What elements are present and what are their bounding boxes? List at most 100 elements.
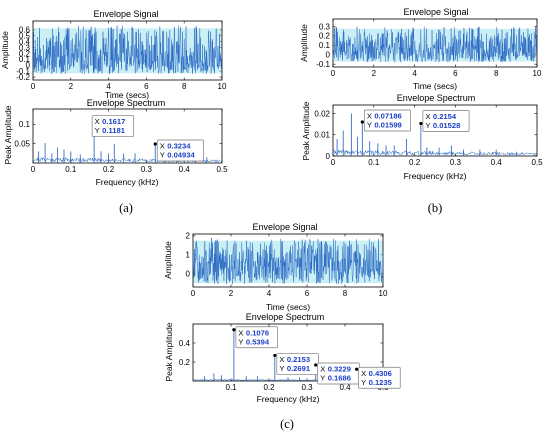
data-tip-x-key: X [238,328,243,337]
y-tick-label: 0.3 [19,43,31,52]
panel-a-envelope-spectrum: Envelope Spectrum 0 0.1 0.2 0.3 0.4 0.5 0.05 0.… [3,98,228,187]
x-tick-label: 0.2 [263,383,275,392]
x-axis-label: Frequency (kHz) [404,171,467,181]
x-tick-label: 0 [331,158,336,167]
y-axis-label: Peak Amplitude [3,105,13,164]
data-tip-box [91,115,135,137]
panel-b-envelope-spectrum: Envelope Spectrum 0 0.1 0.2 0.3 0.4 0.5 0 0.01 0… [301,93,543,181]
y-tick-label: 0.02 [314,109,330,118]
x-tick-label: 4 [267,289,272,298]
data-tip-marker [273,353,277,358]
data-tip-x-key: X [425,112,430,121]
data-tip-x-key: X [367,112,372,121]
data-tip-y-value: 0.1686 [328,373,351,382]
x-tick-label: 6 [305,289,310,298]
panel-b-envelope-signal: Envelope Signal 0 2 4 6 8 10-0.100.10.20.3 Am… [299,7,542,91]
data-tip-marker [360,120,364,124]
x-axis-label: Frequency (kHz) [257,394,320,404]
data-tip-box [363,109,411,132]
data-tip-x-value: 0.07186 [374,112,401,121]
data-tip-x-value: 0.2154 [433,112,457,121]
panel-c-envelope-signal: Envelope Signal 0 2 4 6 8 10 0 1 2 Amplitude Tim… [163,222,388,312]
y-tick-label: -0.1 [316,60,330,69]
y-tick-label: 1 [186,251,191,260]
data-tip-y-key: Y [160,150,165,159]
x-tick-label: 0.3 [141,165,153,174]
data-tip-y-value: 0.2691 [287,364,311,373]
y-tick-label: -0.1 [16,67,30,76]
y-tick-label: 0.1 [319,41,331,50]
data-tip-box [358,366,401,389]
panel-caption: (c) [280,417,294,431]
data-tip-y-value: 0.04934 [167,150,195,159]
data-tip-marker [153,142,157,146]
y-tick-label: 0.4 [19,37,31,46]
data-tip-y-key: Y [95,126,100,135]
y-tick-label: 0.5 [19,32,31,41]
plot-area: 0.10.20.30.40.50.20.4X0.1076Y0.5394X0.21… [179,324,401,392]
x-tick-label: 0 [331,69,336,78]
x-tick-label: 8 [343,289,348,298]
x-tick-label: 2 [372,69,377,78]
plot-area: 0 2 4 6 8 10-0.100.10.20.3 [316,19,542,78]
y-axis-label: Amplitude [163,241,173,279]
y-axis-label: Amplitude [0,31,10,69]
x-tick-label: 4 [412,69,417,78]
x-tick-label: 0 [31,165,36,174]
chart-title: Envelope Signal [403,7,468,17]
x-tick-label: 8 [182,82,187,91]
y-tick-label: 0 [186,270,191,279]
data-tip-x-key: X [95,117,100,126]
x-axis-label: Time (secs) [105,90,149,100]
panel-caption: (a) [119,201,133,215]
data-tip-y-key: Y [279,364,284,373]
x-tick-label: 0.3 [450,158,462,167]
x-tick-label: 0.2 [409,158,421,167]
spectrum-noise [332,149,538,157]
data-tip-marker [419,121,423,126]
x-tick-label: 0.4 [179,165,191,174]
signal-trace [332,26,538,63]
data-tip-marker [314,363,318,367]
x-axis-label: Time (secs) [266,302,310,312]
data-tip-y-key: Y [367,121,372,130]
x-tick-label: 10 [218,82,227,91]
data-tip-y-key: Y [361,378,366,387]
data-tip-y-value: 0.5394 [246,337,270,346]
signal-trace [32,25,223,75]
x-axis-label: Frequency (kHz) [96,177,159,187]
y-tick-label: 0.3 [319,22,331,31]
data-tip-box [156,139,204,162]
chart-title: Envelope Signal [252,222,317,232]
x-tick-label: 0.5 [216,165,228,174]
y-tick-label: 0.4 [179,339,191,348]
data-tip-x-key: X [320,364,325,373]
data-tip-x-value: 0.3234 [167,141,191,150]
x-tick-label: 0 [191,289,196,298]
y-tick-label: 0.1 [19,55,31,64]
panel-a-envelope-signal: Envelope Signal 0 2 4 6 8 10-0.2-0.100.10.20.… [0,9,227,100]
x-tick-label: 0.1 [225,383,237,392]
x-tick-label: 6 [144,82,149,91]
y-tick-label: -0.2 [16,73,30,82]
x-tick-label: 10 [533,69,542,78]
data-tip-box [235,326,278,349]
y-tick-label: 0.6 [19,26,31,35]
panel-c: Envelope Signal 0 2 4 6 8 10 0 1 2 Amplitude Tim… [163,222,401,431]
chart-title: Envelope Spectrum [397,93,476,103]
y-tick-label: 0 [326,152,331,161]
plot-area: 0 2 4 6 8 10-0.2-0.100.10.20.30.40.50.6 [16,21,227,91]
y-tick-label: 0 [326,51,331,60]
chart-title: Envelope Spectrum [87,98,166,108]
data-tip-x-key: X [361,369,366,378]
x-tick-label: 2 [229,289,234,298]
